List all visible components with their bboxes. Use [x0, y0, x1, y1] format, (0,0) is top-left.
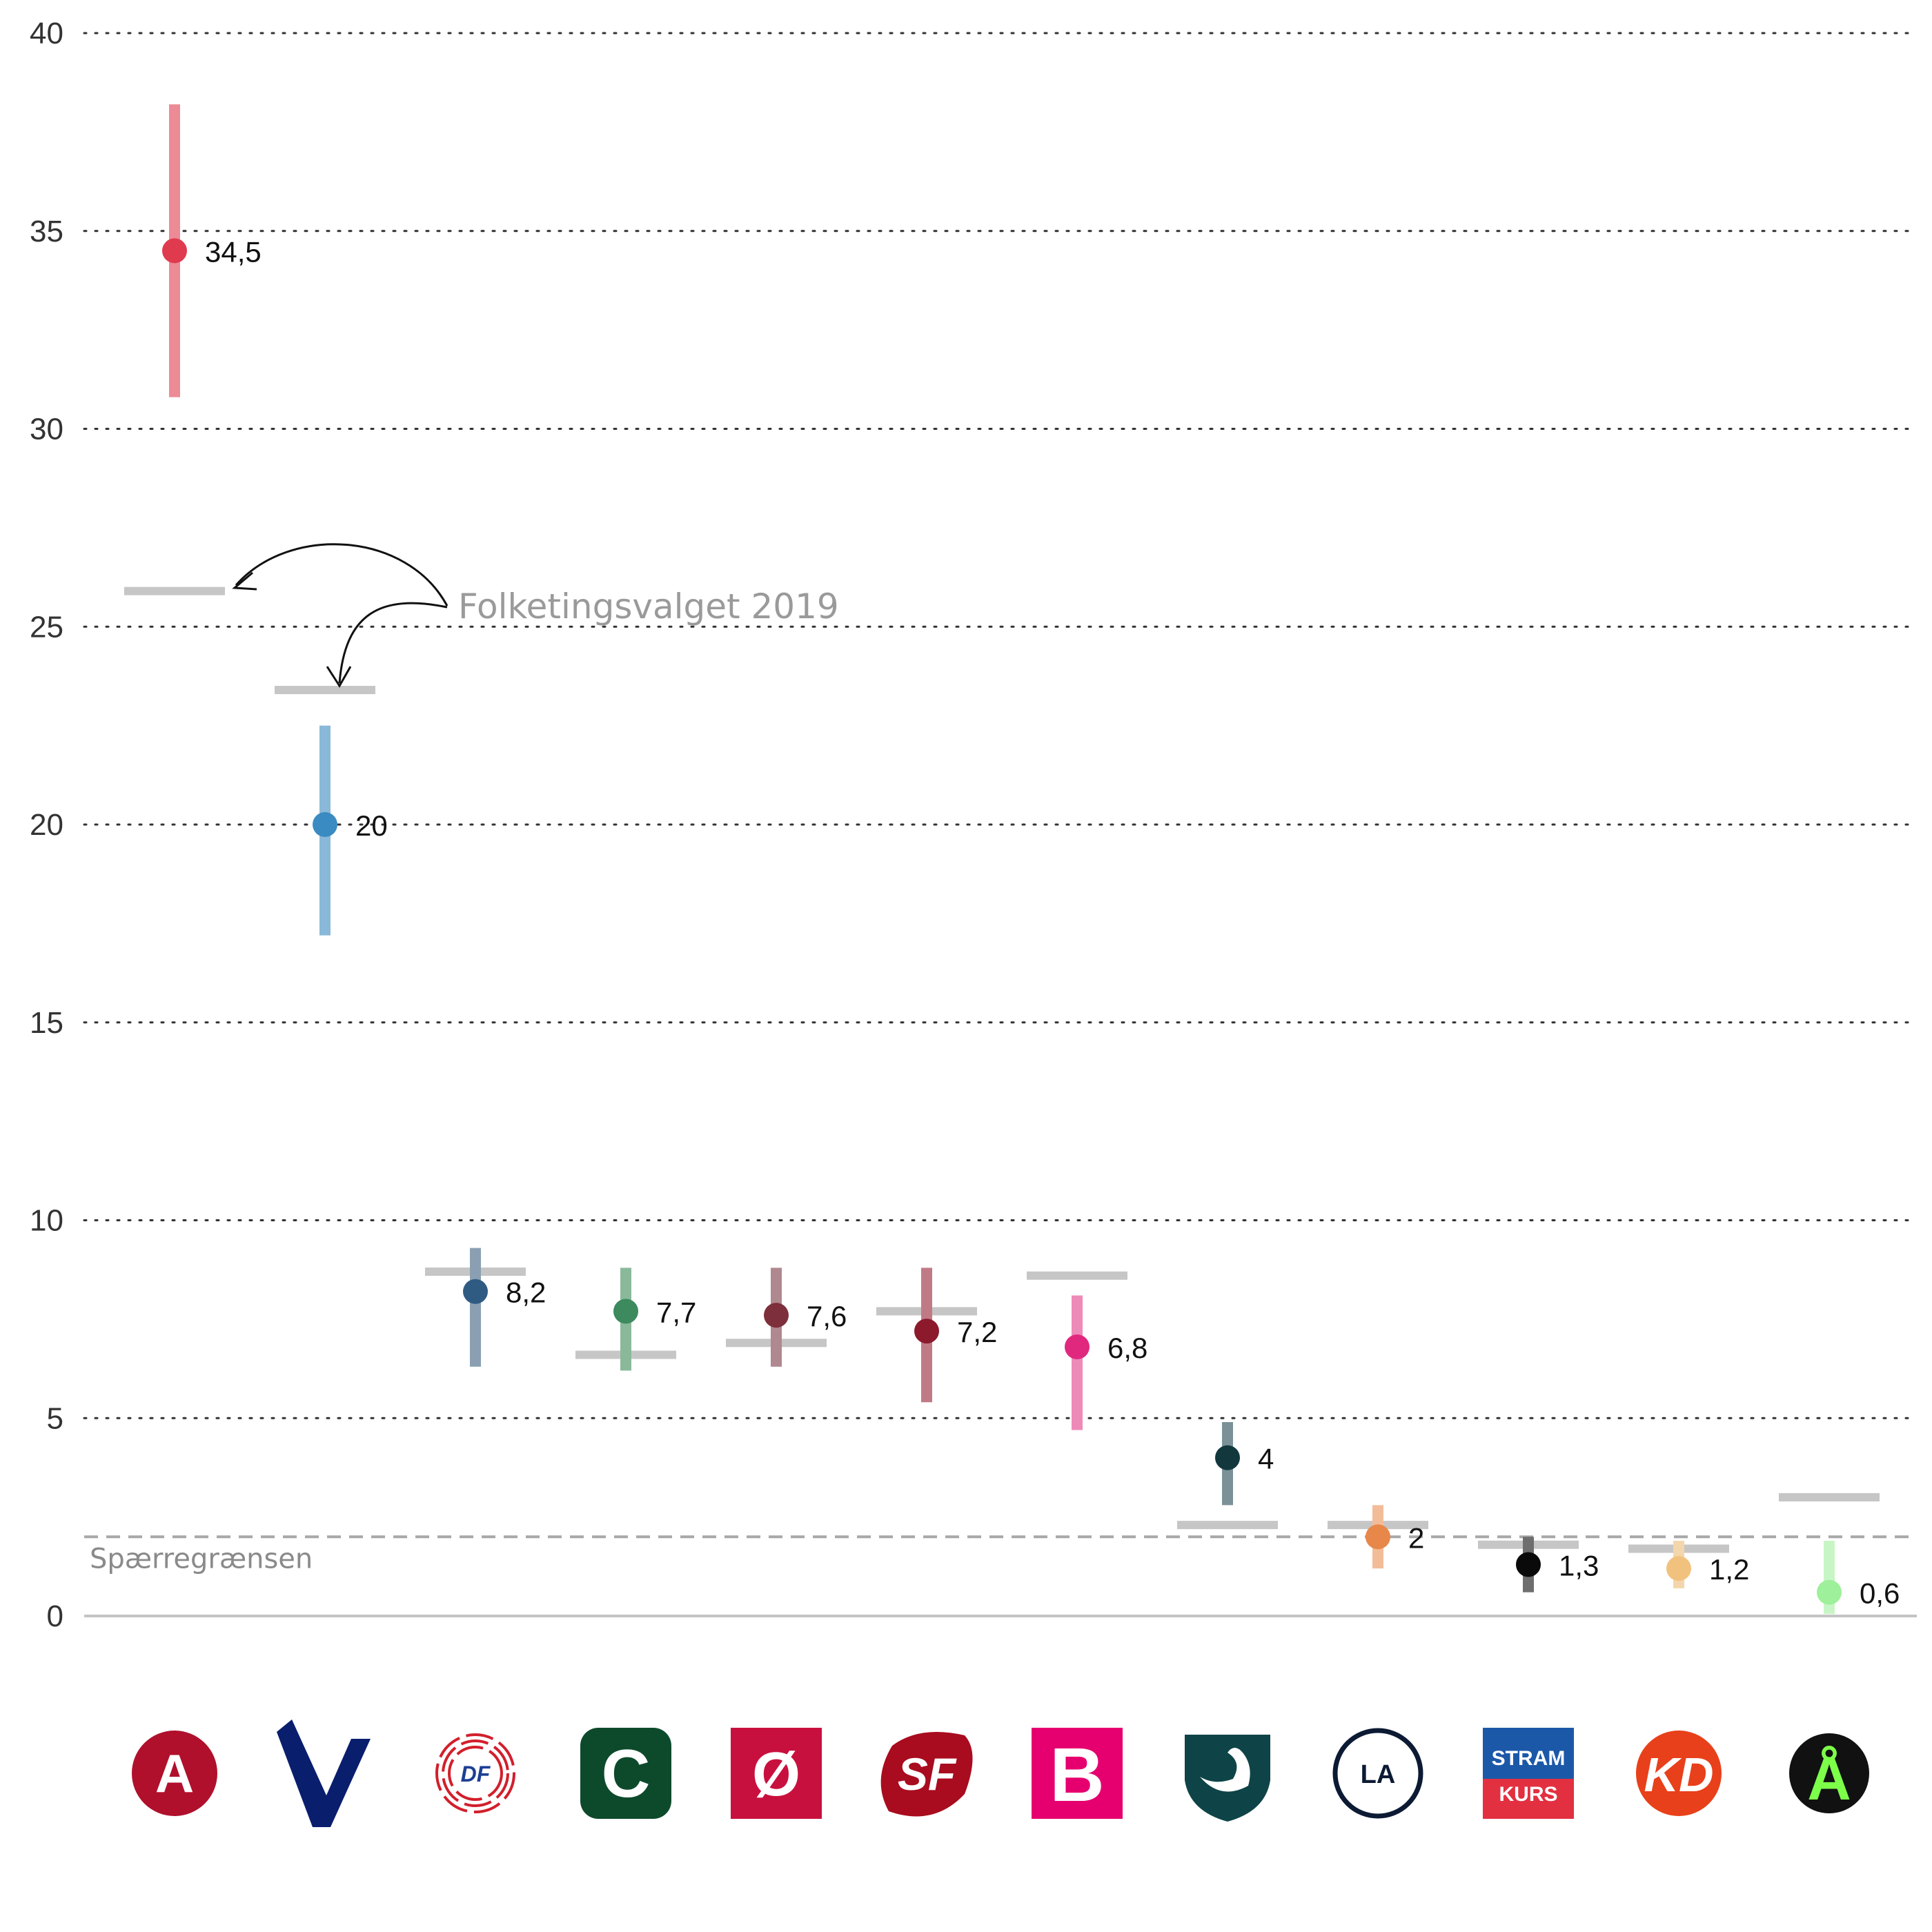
poll-point: [764, 1303, 789, 1328]
party-logo: [1185, 1735, 1270, 1822]
poll-point: [1666, 1556, 1691, 1581]
poll-point: [1215, 1445, 1240, 1470]
data-label: 34,5: [205, 235, 262, 268]
election-layer: [124, 586, 1880, 1553]
y-tick-label: 15: [30, 1006, 63, 1040]
annotation-arrow-lower: [338, 602, 448, 684]
poll-point: [1817, 1579, 1842, 1605]
data-label: 0,6: [1860, 1577, 1900, 1610]
party-logo: STRAM KURS: [1483, 1728, 1574, 1819]
party-logo-text: LA: [1361, 1760, 1396, 1789]
data-label: 6,8: [1107, 1332, 1147, 1364]
annotation-label: Folketingsvalget 2019: [458, 586, 839, 627]
poll-point: [914, 1319, 939, 1344]
threshold-layer: Spærregrænsen: [84, 1535, 1917, 1575]
y-tick-label: 35: [30, 215, 63, 248]
poll-point: [313, 812, 337, 837]
party-logo-text: C: [602, 1735, 651, 1811]
threshold-label: Spærregrænsen: [90, 1543, 313, 1575]
data-label: 20: [355, 809, 388, 842]
party-logo: Ø: [731, 1728, 822, 1819]
annotation-arrowhead-upper: [232, 571, 257, 591]
y-tick-label: 0: [47, 1599, 63, 1633]
party-logo: SF: [880, 1732, 973, 1817]
data-label: 2: [1408, 1521, 1424, 1554]
party-logo: DF: [435, 1733, 515, 1813]
poll-point: [1366, 1524, 1390, 1550]
party-logo-text: Å: [1807, 1744, 1851, 1813]
point-layer: [162, 238, 1842, 1605]
y-tick-label: 25: [30, 610, 63, 644]
party-logo-text: SF: [898, 1748, 957, 1800]
data-label: 7,6: [807, 1300, 847, 1332]
data-label: 7,7: [656, 1296, 696, 1328]
y-tick-label: 40: [30, 17, 63, 50]
data-label: 7,2: [957, 1316, 997, 1348]
party-logo-text: A: [155, 1743, 194, 1804]
party-logo-text: STRAM: [1492, 1747, 1566, 1770]
poll-point: [162, 238, 187, 264]
annotation-layer: Folketingsvalget 2019: [232, 543, 839, 688]
data-label: 1,3: [1559, 1549, 1599, 1581]
annotation-arrow-upper: [235, 543, 448, 607]
party-logo: KD: [1636, 1731, 1722, 1816]
poll-point: [1065, 1334, 1090, 1360]
party-logo: LA: [1332, 1728, 1423, 1819]
grid-layer: 0 5 10 15 20 25 30 35 40: [30, 17, 1918, 1633]
data-label: 4: [1258, 1443, 1274, 1475]
y-tick-label: 20: [30, 808, 63, 842]
label-layer: 34,5 20 8,2 7,7 7,6 7,2 6,8 4 2 1,3 1,2 0,6: [205, 235, 1900, 1609]
party-logo: B: [1032, 1728, 1123, 1819]
party-logo-text: KURS: [1499, 1783, 1557, 1806]
poll-point: [463, 1279, 488, 1304]
logo-layer: A DF C Ø SF B LA STRAM KURS KD Å: [132, 1719, 1869, 1827]
y-tick-label: 5: [47, 1401, 63, 1435]
party-logo: [277, 1719, 371, 1827]
party-logo-text: DF: [461, 1762, 491, 1786]
party-logo-text: Ø: [752, 1740, 800, 1809]
annotation-arrowhead-lower: [326, 666, 352, 688]
poll-point: [1516, 1552, 1541, 1577]
party-logo: Å: [1789, 1733, 1869, 1813]
party-logo-text: B: [1049, 1733, 1104, 1817]
data-label: 1,2: [1709, 1553, 1749, 1586]
poll-point: [613, 1299, 638, 1324]
y-tick-label: 30: [30, 413, 63, 446]
y-tick-label: 10: [30, 1204, 63, 1238]
party-logo: A: [132, 1731, 217, 1816]
party-logo: C: [580, 1728, 671, 1819]
range-layer: [169, 104, 1835, 1615]
data-label: 8,2: [506, 1276, 546, 1309]
party-logo-text: KD: [1644, 1748, 1713, 1802]
